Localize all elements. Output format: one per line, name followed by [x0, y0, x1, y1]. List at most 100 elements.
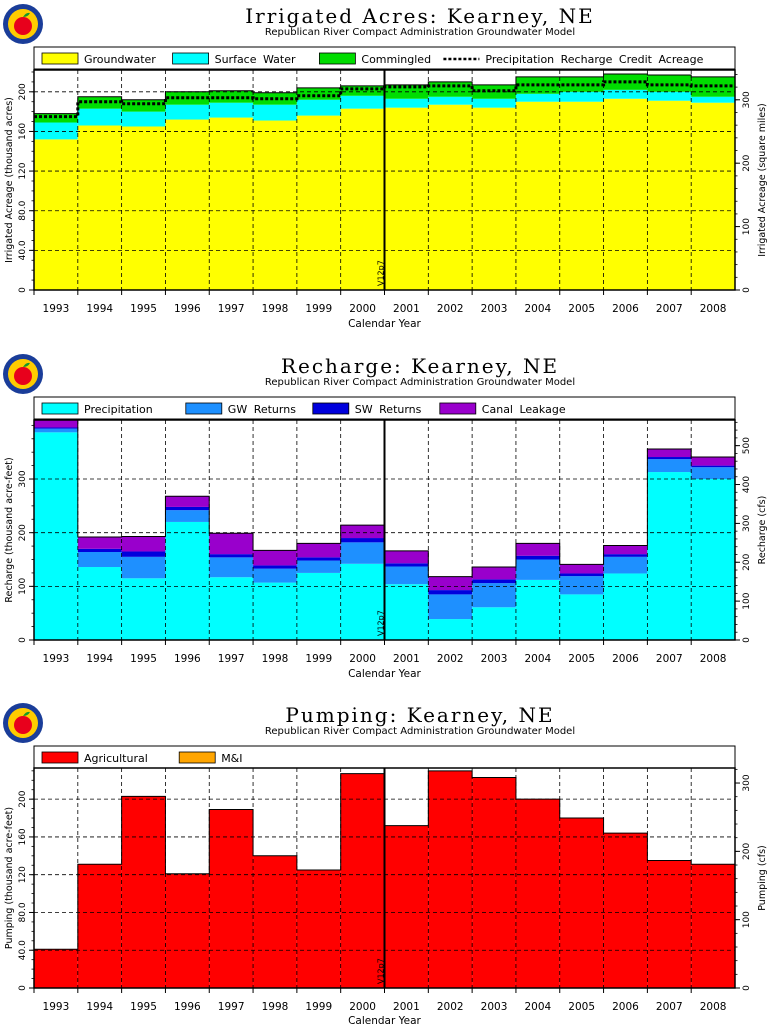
- legend-item: M&I: [178, 751, 243, 765]
- y-axis-label: Pumping (thousand acre-feet): [4, 807, 15, 949]
- chart-title: Recharge: Kearney, NE: [280, 354, 560, 378]
- marker-label: V12p7: [377, 610, 386, 636]
- bar-segment: [340, 85, 385, 96]
- x-tick-label: 1996: [174, 653, 201, 665]
- legend-swatch: [178, 751, 216, 764]
- bar-segment: [515, 559, 560, 580]
- bar-segment: [472, 607, 516, 640]
- bar-segment: [209, 809, 254, 988]
- x-tick-label: 1994: [86, 1001, 113, 1013]
- x-tick-label: 2003: [481, 303, 508, 315]
- y2-tick-label: 100: [742, 592, 752, 609]
- bar-segment: [559, 594, 604, 640]
- bar-segment: [296, 572, 341, 640]
- legend-swatch: [318, 52, 356, 65]
- bar-segment: [647, 860, 692, 988]
- bar-segment: [209, 554, 254, 558]
- legend-label: Precipitation: [84, 403, 153, 416]
- legend-item: Agricultural: [41, 751, 148, 765]
- x-tick-label: 2006: [612, 1001, 639, 1013]
- bar-segment: [428, 576, 473, 591]
- x-tick-label: 2008: [700, 303, 727, 315]
- bar-segment: [691, 96, 735, 103]
- bar-segment: [384, 566, 429, 585]
- bar-segment: [253, 104, 297, 121]
- x-tick-label: 2000: [349, 303, 376, 315]
- y-tick-label: 80.0: [18, 902, 28, 922]
- bar-segment: [77, 108, 122, 126]
- x-tick-label: 1997: [218, 653, 245, 665]
- x-tick-label: 2000: [349, 1001, 376, 1013]
- bar-segment: [296, 560, 341, 573]
- y2-tick-label: 500: [742, 437, 752, 454]
- legend-swatch: [41, 402, 79, 415]
- x-tick-label: 2005: [568, 653, 595, 665]
- y-tick-label: 200: [18, 524, 28, 541]
- bar-segment: [121, 111, 166, 127]
- legend-swatch: [185, 402, 223, 415]
- bar-segment: [515, 555, 560, 560]
- y2-tick-label: 100: [742, 911, 752, 928]
- bar-segment: [428, 96, 473, 105]
- bar-segment: [691, 467, 735, 480]
- chart-title: Irrigated Acres: Kearney, NE: [245, 4, 595, 28]
- y2-tick-label: 200: [742, 842, 752, 859]
- y-tick-label: 300: [18, 470, 28, 487]
- x-tick-label: 2001: [393, 303, 420, 315]
- y-tick-label: 160: [18, 828, 28, 845]
- legend-item: Surface Water: [172, 52, 296, 66]
- legend-item: Precipitation: [41, 402, 153, 416]
- y-tick-label: 200: [18, 790, 28, 807]
- bar-segment: [647, 91, 692, 101]
- chart-subtitle: Republican River Compact Administration …: [264, 726, 576, 737]
- bar-segment: [77, 125, 122, 290]
- bar-segment: [121, 578, 166, 640]
- bar-segment: [121, 126, 166, 291]
- x-tick-label: 2004: [524, 303, 551, 315]
- x-tick-label: 2007: [656, 303, 683, 315]
- bar-segment: [253, 855, 297, 988]
- y2-tick-label: 300: [742, 91, 752, 108]
- y2-tick-label: 400: [742, 476, 752, 493]
- legend-label: GW Returns: [228, 403, 296, 416]
- x-axis-label: Calendar Year: [348, 1015, 421, 1024]
- bar-segment: [691, 76, 735, 97]
- x-tick-label: 2001: [393, 653, 420, 665]
- bar-segment: [340, 773, 385, 988]
- y2-axis-label: Pumping (cfs): [757, 845, 768, 911]
- legend-swatch: [41, 751, 79, 764]
- bar-segment: [121, 536, 166, 552]
- bar-segment: [340, 538, 385, 543]
- chart-panel-pumping: Pumping: Kearney, NE Republican River Co…: [0, 699, 768, 1024]
- x-tick-label: 1999: [305, 303, 332, 315]
- legend-item: Canal Leakage: [439, 402, 566, 416]
- y2-axis-label: Recharge (cfs): [757, 496, 768, 565]
- bar-segment: [472, 777, 516, 988]
- bar-segment: [559, 573, 604, 577]
- bar-segment: [428, 81, 473, 97]
- irrigated-acres-chart: Groundwater Surface Water Commingled Precip…: [4, 46, 768, 330]
- bar-segment: [121, 556, 166, 579]
- x-tick-label: 2003: [481, 1001, 508, 1013]
- x-tick-label: 2003: [481, 653, 508, 665]
- bar-segment: [603, 89, 648, 99]
- bar-segment: [647, 459, 692, 473]
- x-tick-label: 2002: [437, 303, 464, 315]
- bar-segment: [515, 101, 560, 291]
- bar-segment: [34, 427, 78, 429]
- y-tick-label: 0: [18, 637, 28, 643]
- bar-segment: [209, 102, 254, 118]
- x-tick-label: 2006: [612, 653, 639, 665]
- bar-segment: [559, 564, 604, 574]
- bar-segment: [647, 448, 692, 458]
- bar-segment: [77, 864, 122, 988]
- bar-segment: [77, 567, 122, 640]
- x-tick-label: 2004: [524, 653, 551, 665]
- bar-segment: [647, 74, 692, 92]
- chart-panel-recharge: Recharge: Kearney, NE Republican River C…: [0, 350, 768, 680]
- chart-subtitle: Republican River Compact Administration …: [264, 27, 576, 38]
- bar-segment: [165, 873, 210, 988]
- x-tick-label: 1997: [218, 303, 245, 315]
- y2-tick-label: 200: [742, 553, 752, 570]
- y2-tick-label: 0: [742, 637, 752, 643]
